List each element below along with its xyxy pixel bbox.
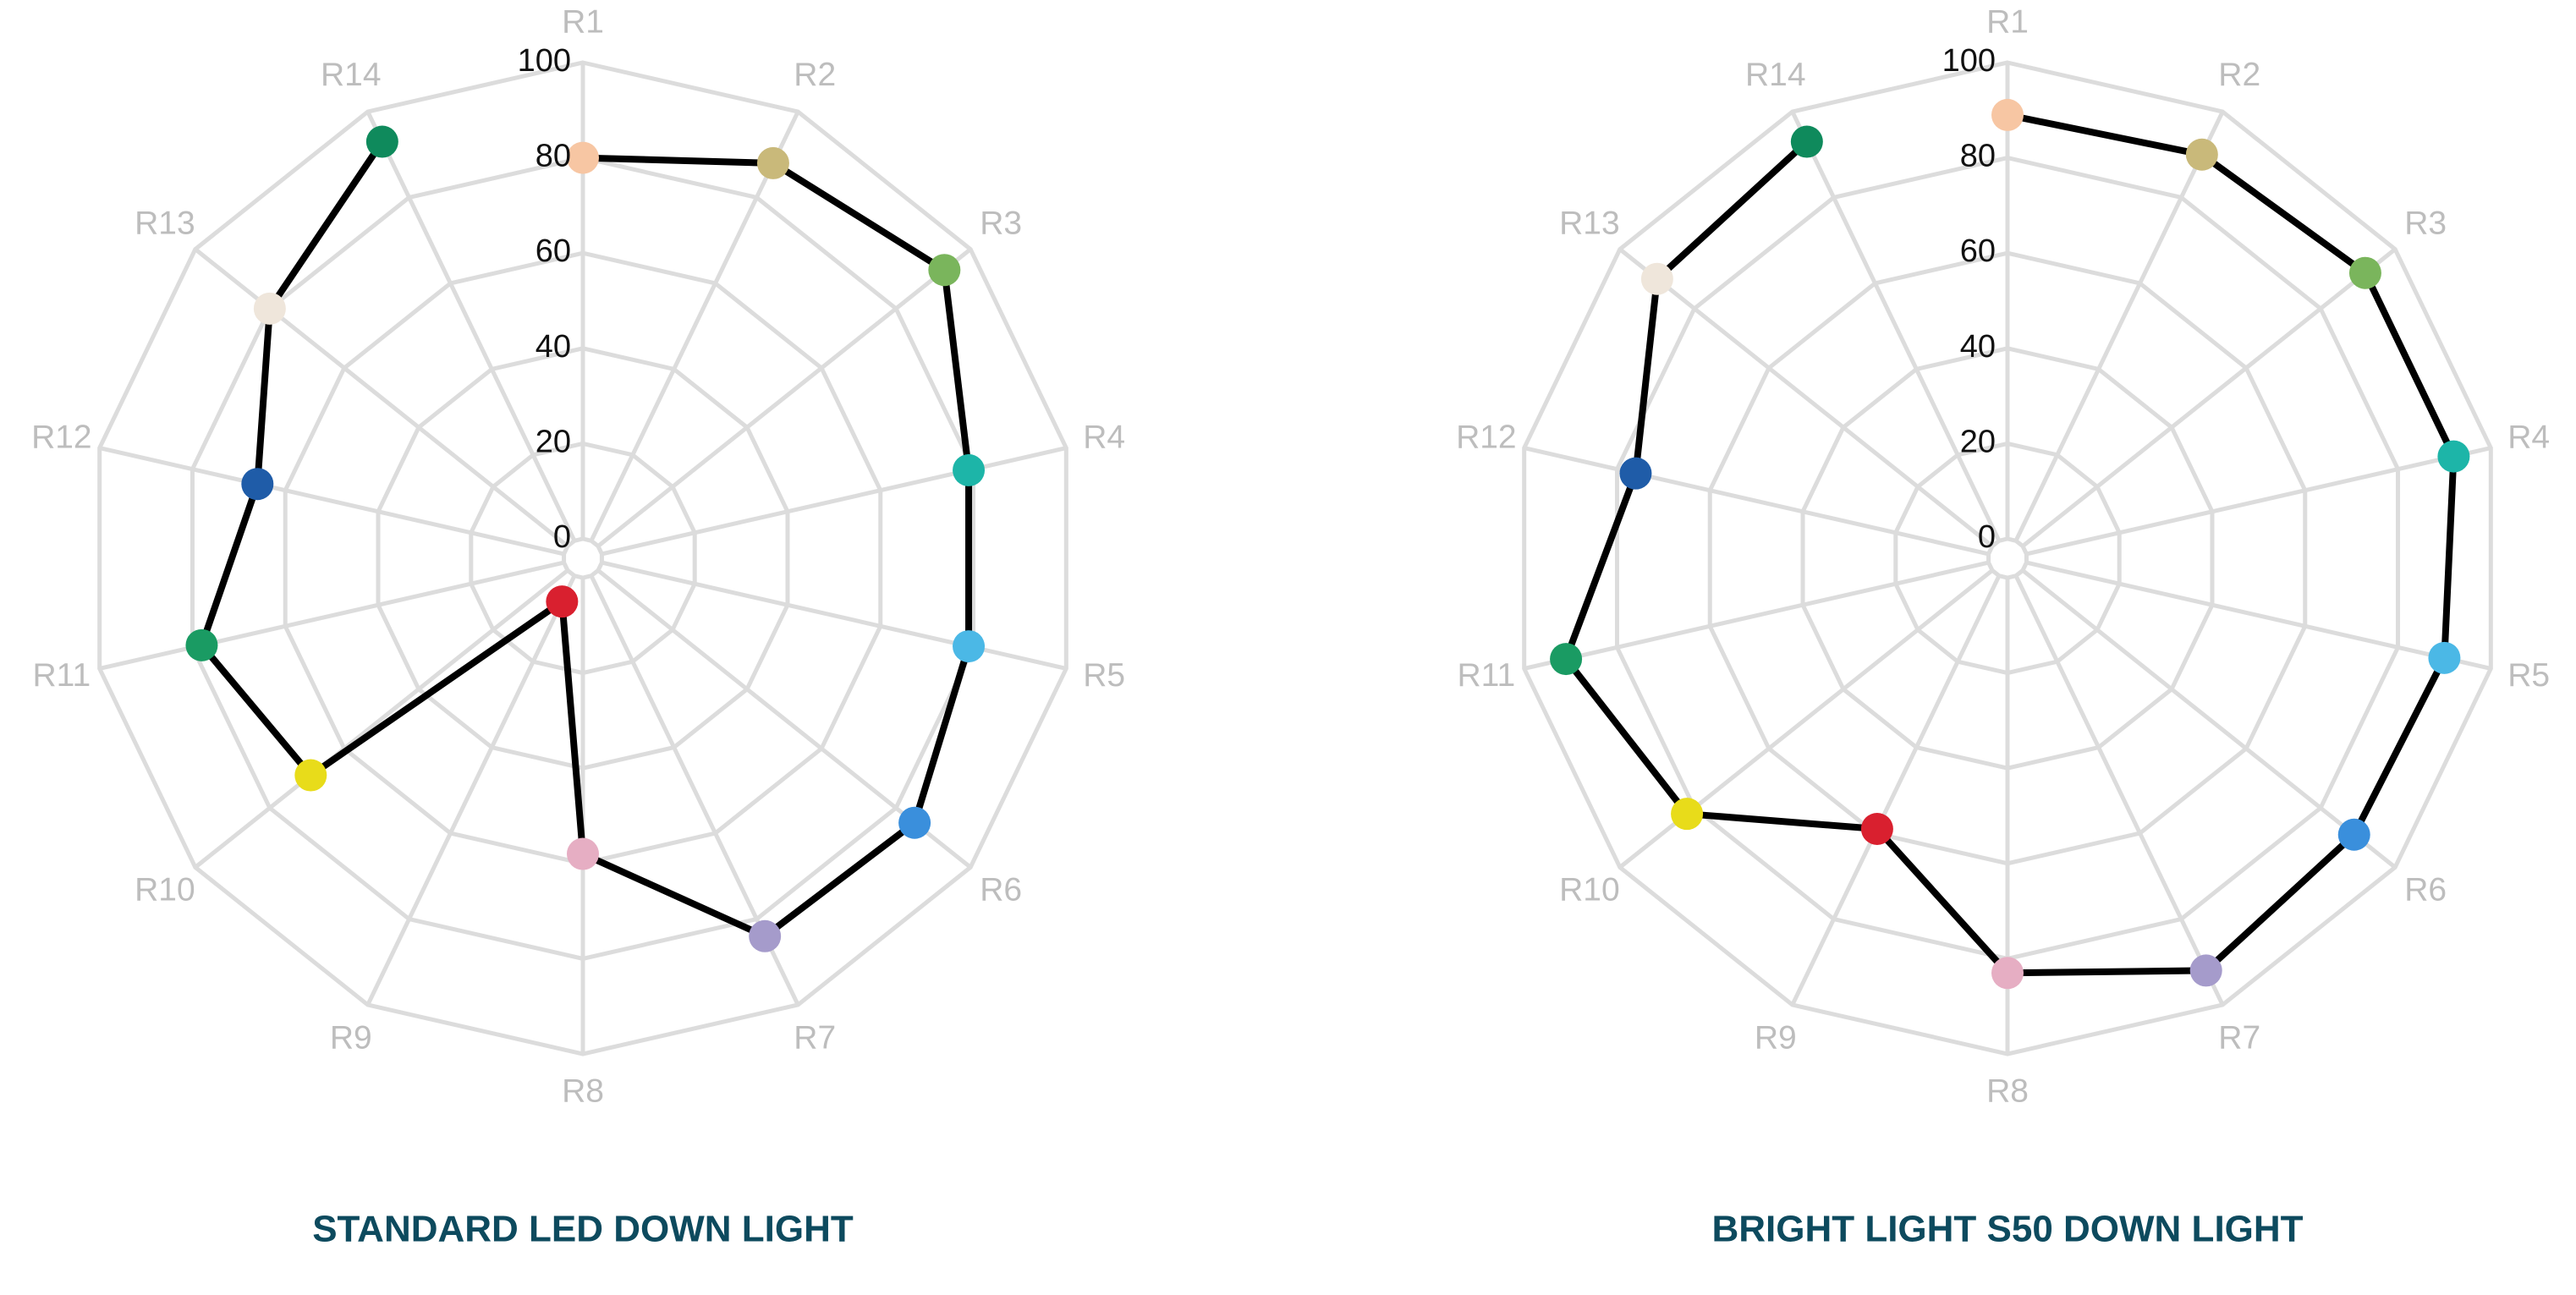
grid-spoke: [1524, 560, 1990, 671]
radar-chart: R1 R2 R3 R4 R5 R6 R7 R8 R9 R10 R11 R12 R13 R14 0 20 40 60…: [1456, 3, 2550, 1249]
data-point: [953, 630, 986, 663]
category-label: R11: [1458, 657, 1516, 694]
grid-spoke: [1790, 110, 2002, 542]
grid-spoke: [601, 560, 1067, 671]
category-label: R9: [1755, 1020, 1797, 1056]
tick-label: 20: [1960, 424, 1996, 459]
category-label: R5: [2507, 657, 2550, 694]
category-label: R8: [1986, 1073, 2029, 1109]
data-line: [198, 140, 973, 940]
category-label: R1: [562, 3, 604, 40]
tick-label: 60: [536, 233, 571, 269]
grid-spoke: [1790, 574, 2002, 1007]
data-point: [1619, 457, 1652, 490]
grid-spoke: [1524, 446, 1990, 557]
data-point: [2428, 641, 2461, 674]
data-point: [1790, 125, 1823, 158]
tick-label: 40: [1960, 329, 1996, 365]
data-point: [365, 125, 398, 158]
tick-label: 40: [536, 329, 571, 365]
data-point: [546, 585, 579, 618]
category-label: R10: [135, 871, 195, 908]
tick-label: 0: [1978, 519, 1996, 555]
grid-spoke: [1618, 247, 1994, 548]
tick-label: 100: [1942, 43, 1996, 79]
data-point: [1550, 643, 1583, 676]
category-label: R4: [1083, 420, 1125, 456]
category-label: R13: [135, 205, 195, 241]
category-label: R2: [2218, 57, 2260, 93]
data-point: [1640, 262, 1673, 295]
data-point: [241, 468, 274, 501]
tick-label: 20: [536, 424, 571, 459]
data-point: [953, 453, 986, 486]
data-point: [2189, 954, 2222, 987]
category-label: R6: [980, 871, 1022, 908]
data-point: [567, 141, 599, 174]
radar-chart: R1 R2 R3 R4 R5 R6 R7 R8 R9 R10 R11 R12 R13 R14 0 20 40 60…: [31, 3, 1125, 1249]
category-label: R12: [1456, 420, 1517, 456]
category-label: R14: [321, 57, 382, 93]
data-point: [1991, 957, 2024, 990]
category-label: R5: [1083, 657, 1125, 694]
category-label: R9: [330, 1020, 372, 1056]
grid-spoke: [194, 568, 569, 870]
category-label: R12: [31, 420, 92, 456]
grid-spoke: [2021, 247, 2397, 548]
category-label: R8: [562, 1073, 604, 1109]
grid-spoke: [601, 446, 1067, 557]
grid-spoke: [99, 446, 565, 557]
grid-spoke: [589, 110, 800, 542]
tick-label: 80: [1960, 139, 1996, 174]
data-point: [567, 837, 599, 870]
category-label: R3: [980, 205, 1022, 241]
data-point: [2437, 440, 2470, 473]
data-point: [2348, 256, 2381, 289]
data-point: [756, 146, 789, 179]
data-point: [185, 628, 218, 661]
grid-spoke: [2013, 574, 2225, 1007]
chart-title: BRIGHT LIGHT S50 DOWN LIGHT: [1711, 1209, 2303, 1250]
data-point: [294, 759, 327, 792]
grid-spoke: [365, 110, 577, 542]
category-label: R7: [794, 1020, 836, 1056]
tick-label: 0: [553, 519, 571, 555]
category-label: R1: [1986, 3, 2029, 40]
data-point: [749, 919, 782, 952]
data-point: [898, 806, 931, 839]
grid-spoke: [2025, 446, 2491, 557]
grid-spoke: [2013, 110, 2225, 542]
category-label: R6: [2404, 871, 2447, 908]
chart-title: STANDARD LED DOWN LIGHT: [312, 1209, 854, 1250]
category-label: R14: [1745, 57, 1806, 93]
data-point: [928, 254, 961, 287]
category-label: R11: [33, 657, 91, 694]
grid-spoke: [2021, 568, 2397, 870]
data-point: [2185, 138, 2218, 171]
category-label: R3: [2404, 205, 2447, 241]
tick-label: 80: [536, 139, 571, 174]
data-point: [1991, 98, 2024, 131]
grid-spoke: [596, 247, 972, 548]
category-label: R10: [1559, 871, 1620, 908]
category-label: R2: [794, 57, 836, 93]
tick-label: 60: [1960, 233, 1996, 269]
category-label: R4: [2507, 420, 2550, 456]
category-label: R7: [2218, 1020, 2260, 1056]
data-point: [2337, 818, 2370, 851]
category-label: R13: [1559, 205, 1620, 241]
data-point: [253, 292, 286, 325]
tick-label: 100: [518, 43, 571, 79]
grid-spoke: [2025, 560, 2491, 671]
data-line: [1563, 112, 2458, 977]
grid-spoke: [365, 574, 577, 1007]
data-point: [1671, 798, 1704, 831]
data-point: [1860, 812, 1893, 845]
grid-spoke: [99, 560, 565, 671]
